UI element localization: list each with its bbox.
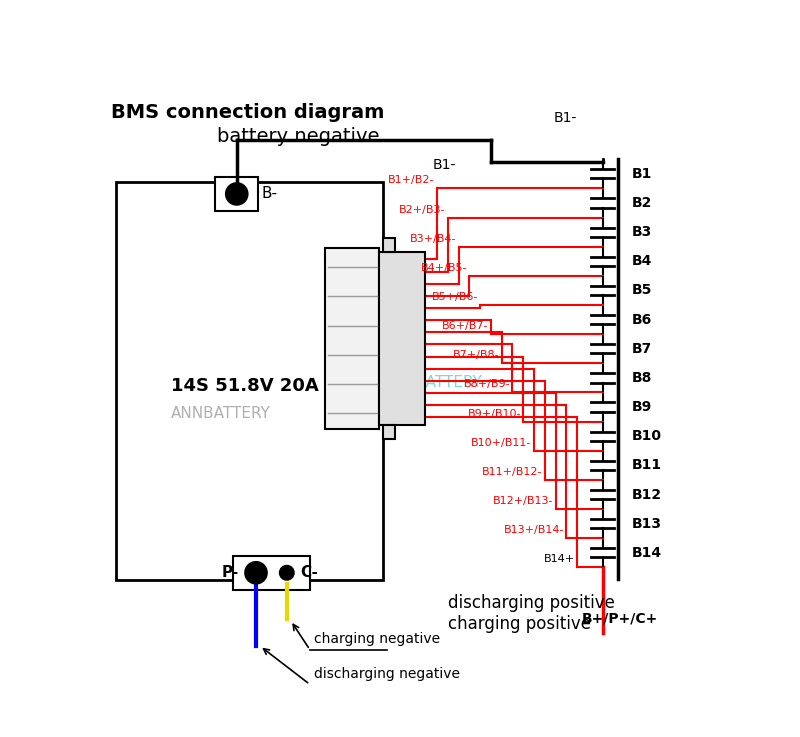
Text: B12: B12 (632, 487, 662, 501)
Text: B10+/B11-: B10+/B11- (471, 438, 532, 447)
Text: ANNBATTERY: ANNBATTERY (171, 406, 271, 421)
Text: B10: B10 (632, 429, 662, 443)
Text: B13: B13 (632, 517, 662, 531)
Text: B9+/B10-: B9+/B10- (467, 408, 521, 419)
Text: B2: B2 (632, 196, 652, 210)
Text: B1+/B2-: B1+/B2- (388, 175, 434, 185)
Circle shape (246, 562, 266, 584)
Bar (326, 248, 379, 429)
Text: B13+/B14-: B13+/B14- (503, 525, 564, 535)
Bar (379, 251, 426, 425)
Text: discharging negative: discharging negative (314, 666, 460, 680)
Bar (233, 556, 310, 590)
Text: B1-: B1- (554, 111, 578, 125)
Text: B8: B8 (632, 371, 652, 385)
Text: B1: B1 (632, 167, 652, 181)
Text: B14: B14 (632, 546, 662, 560)
Text: B4+/B5-: B4+/B5- (421, 263, 467, 273)
Text: B5+/B6-: B5+/B6- (431, 292, 478, 302)
Text: B7: B7 (632, 342, 652, 356)
Text: B+/P+/C+: B+/P+/C+ (582, 612, 658, 626)
Circle shape (226, 184, 247, 205)
Text: B9: B9 (632, 400, 652, 414)
Text: B4: B4 (632, 254, 652, 268)
Text: B11: B11 (632, 458, 662, 472)
Text: 14S 51.8V 20A BMS: 14S 51.8V 20A BMS (171, 377, 370, 396)
Text: B6+/B7-: B6+/B7- (442, 321, 489, 331)
Text: battery negative: battery negative (217, 127, 380, 146)
Text: charging negative: charging negative (314, 632, 440, 646)
Text: B2+/B3-: B2+/B3- (399, 204, 446, 214)
Text: C-: C- (301, 565, 318, 580)
Text: B3: B3 (632, 226, 652, 239)
Bar (116, 182, 383, 581)
Text: BMS connection diagram: BMS connection diagram (111, 103, 385, 122)
Text: B12+/B13-: B12+/B13- (493, 496, 554, 506)
Bar (215, 177, 258, 211)
Text: P-: P- (222, 565, 238, 580)
Bar (383, 425, 394, 439)
Text: B3+/B4-: B3+/B4- (410, 234, 456, 244)
Text: ANNBATTERY: ANNBATTERY (383, 375, 483, 390)
Text: B14+: B14+ (544, 554, 574, 565)
Text: B6: B6 (632, 312, 652, 326)
Text: B5: B5 (632, 284, 652, 298)
Text: discharging positive
charging positive: discharging positive charging positive (449, 594, 615, 633)
Text: B7+/B8-: B7+/B8- (453, 350, 499, 360)
Text: B1-: B1- (433, 158, 457, 172)
Circle shape (280, 566, 294, 580)
Text: B11+/B12-: B11+/B12- (482, 467, 542, 477)
Text: B-: B- (262, 186, 278, 201)
Bar (383, 238, 394, 251)
Text: B8+/B9-: B8+/B9- (463, 380, 510, 389)
